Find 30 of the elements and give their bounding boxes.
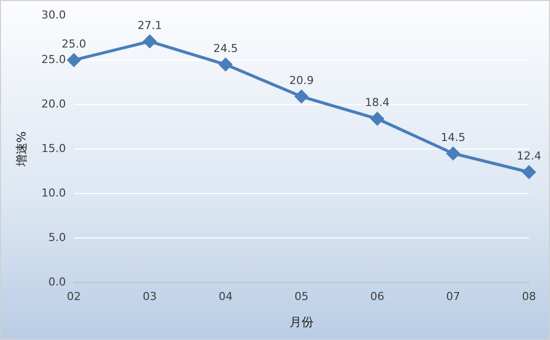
x-tick-label: 03 xyxy=(142,290,157,303)
data-label: 18.4 xyxy=(365,96,390,110)
x-tick-label: 04 xyxy=(218,290,233,303)
point xyxy=(219,58,232,72)
data-label: 27.1 xyxy=(137,18,162,32)
data-label: 25.0 xyxy=(62,37,86,50)
y-tick-label: 5.0 xyxy=(48,230,66,244)
data-label: 14.5 xyxy=(440,130,466,144)
point xyxy=(446,146,460,160)
x-tick-label: 02 xyxy=(66,290,81,303)
point xyxy=(294,90,308,104)
y-tick-label: 15.0 xyxy=(41,142,66,155)
data-label: 20.9 xyxy=(289,74,314,87)
y-tick-label: 20.0 xyxy=(41,97,66,110)
x-tick-label: 07 xyxy=(446,290,460,303)
y-axis-title: 增速% xyxy=(14,131,28,168)
data-label: 24.5 xyxy=(213,42,238,55)
point xyxy=(143,34,156,48)
y-tick-label: 25.0 xyxy=(41,52,66,66)
point xyxy=(522,166,536,179)
point xyxy=(370,112,384,126)
x-axis-title: 月份 xyxy=(289,314,314,329)
x-tick-label: 05 xyxy=(294,290,308,303)
x-tick-label: 08 xyxy=(522,290,536,303)
data-label: 12.4 xyxy=(516,149,542,162)
y-tick-label: 10.0 xyxy=(41,186,66,200)
x-tick-label: 06 xyxy=(370,290,384,303)
y-tick-label: 0.0 xyxy=(48,275,66,288)
y-tick-label: 30.0 xyxy=(41,8,66,22)
point xyxy=(67,54,80,67)
